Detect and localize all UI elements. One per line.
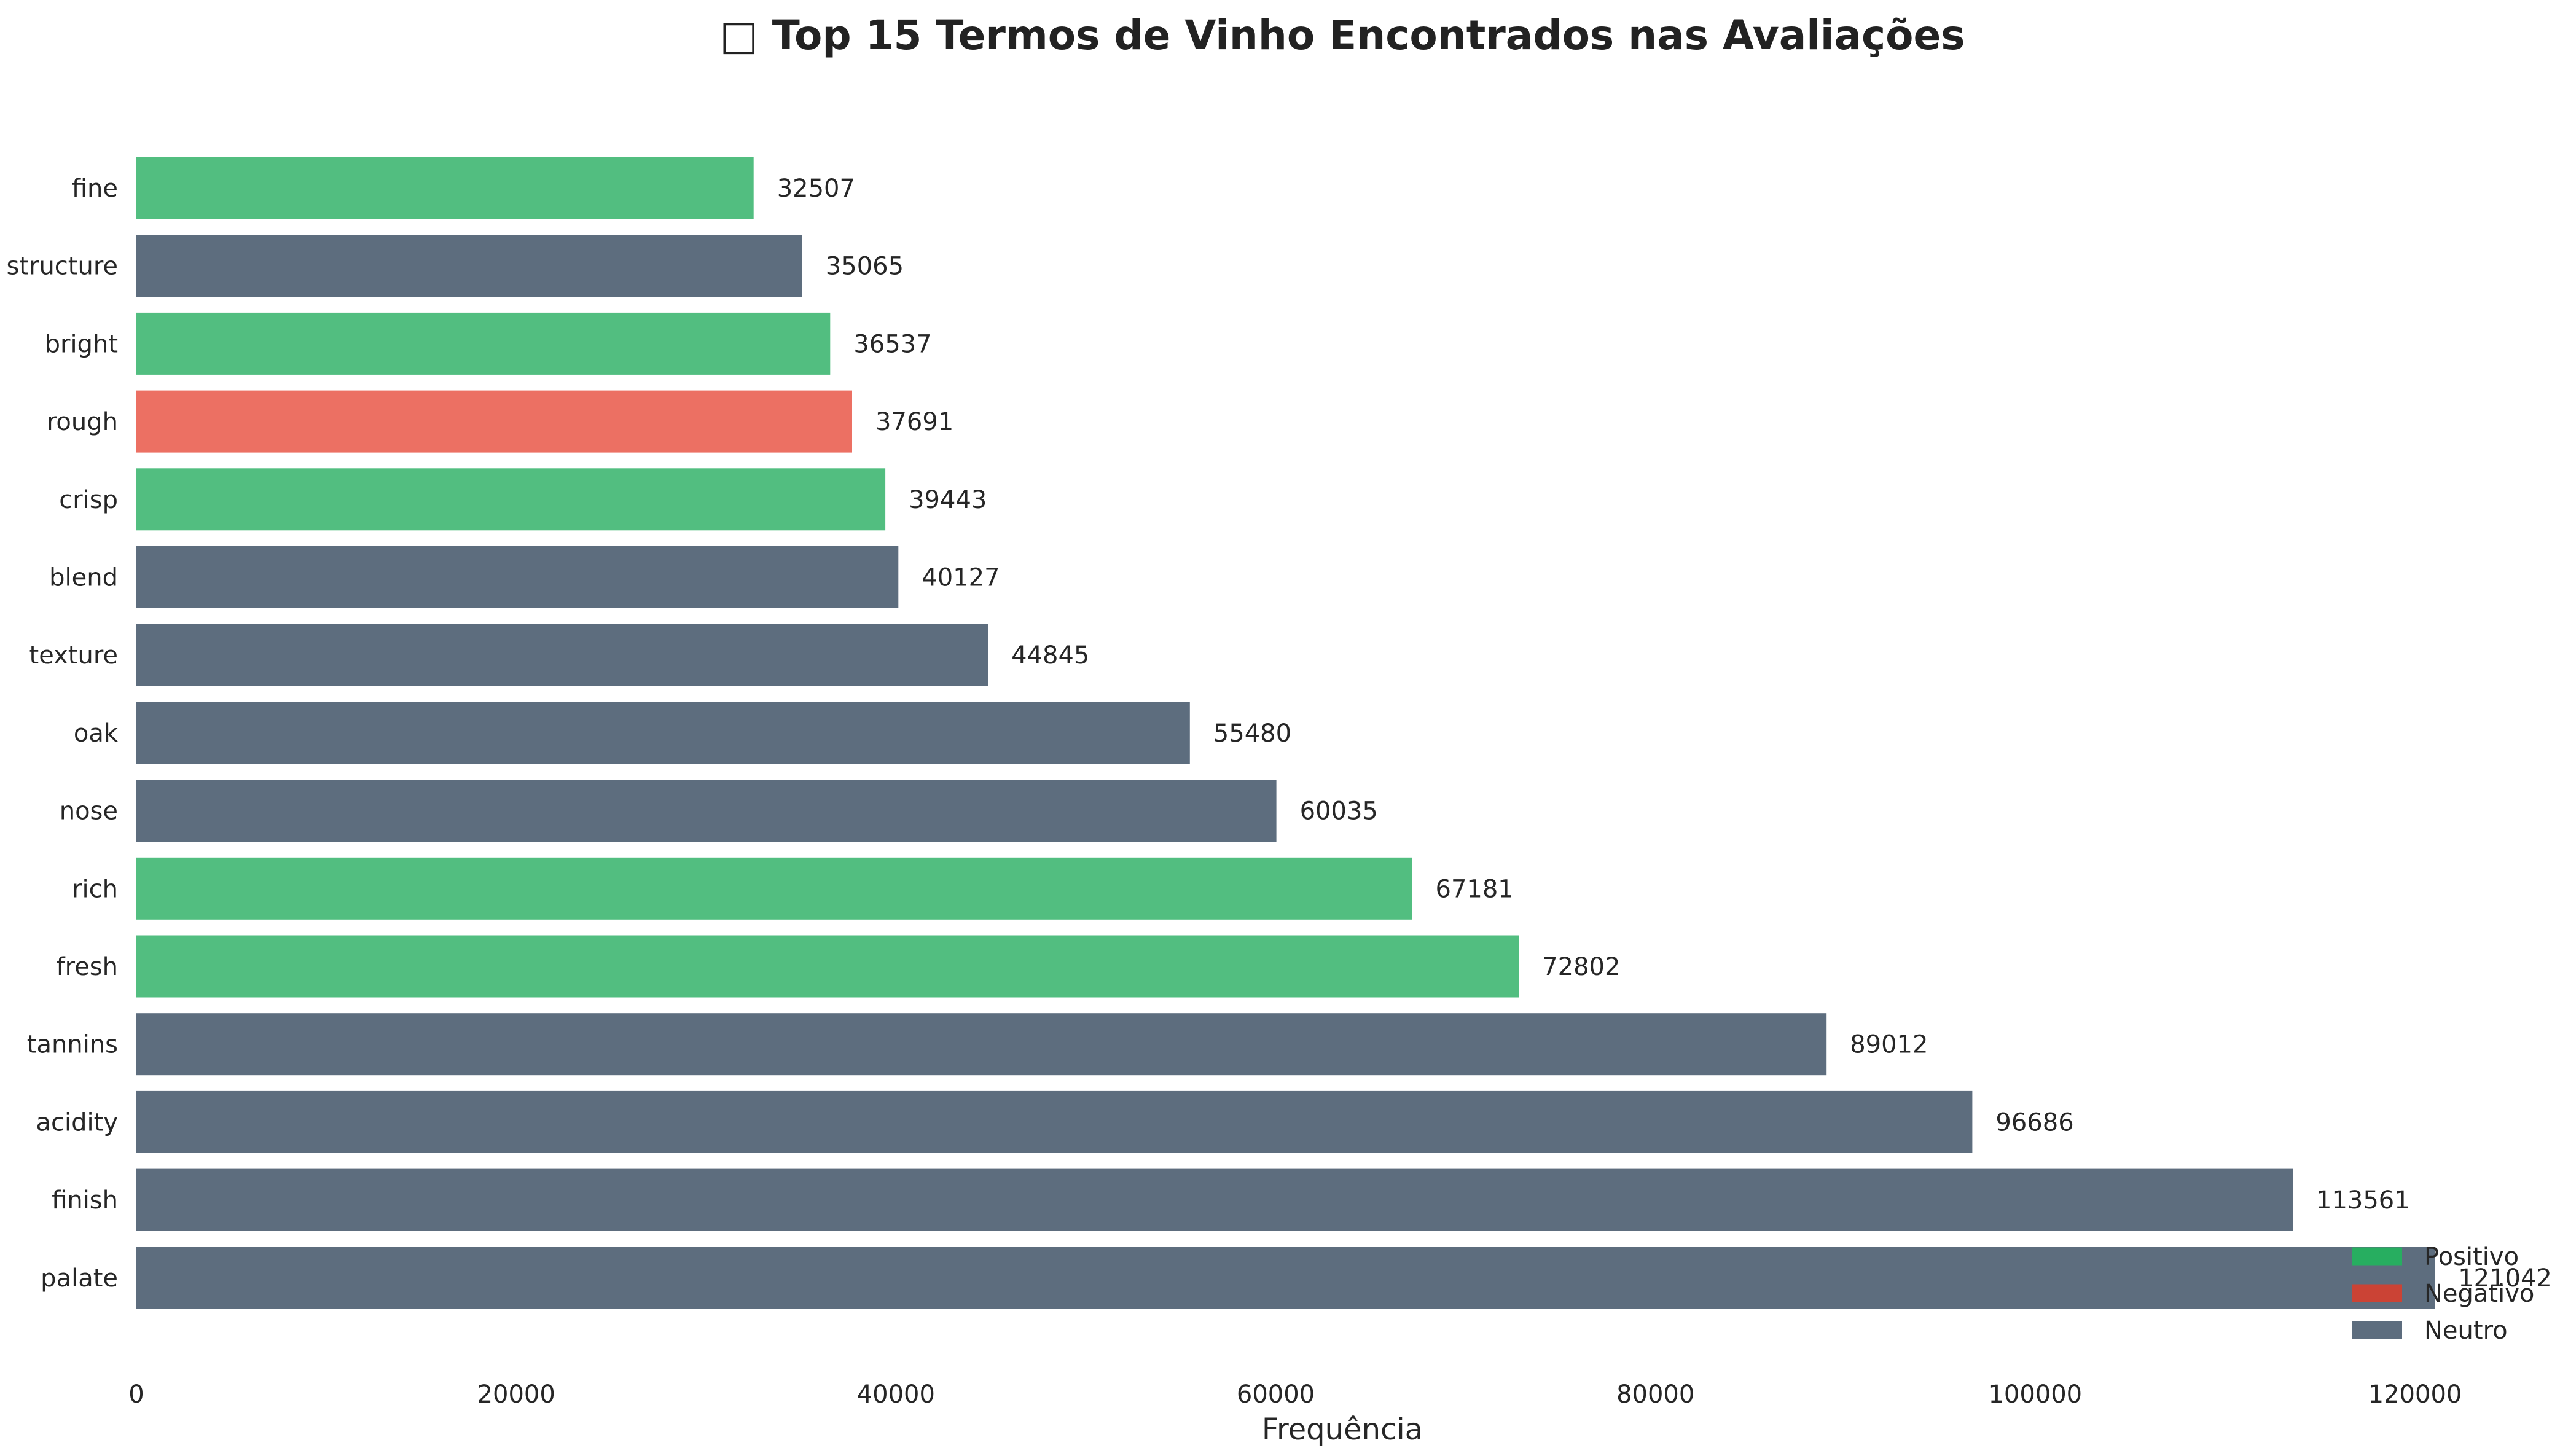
bar-blend (136, 546, 899, 608)
value-label-finish: 113561 (2316, 1186, 2410, 1215)
legend-swatch-neutro (2352, 1321, 2402, 1339)
legend-label-negativo: Negativo (2424, 1280, 2534, 1308)
bar-finish (136, 1168, 2293, 1231)
category-label-oak: oak (74, 719, 119, 748)
value-label-fine: 32507 (777, 174, 855, 203)
category-label-fresh: fresh (57, 953, 118, 981)
value-label-crisp: 39443 (909, 486, 987, 514)
bars (136, 157, 2435, 1309)
category-label-nose: nose (60, 797, 118, 826)
value-label-palate: 121042 (2458, 1264, 2552, 1293)
value-label-bright: 36537 (853, 330, 931, 358)
bar-bright (136, 312, 831, 375)
category-label-palate: palate (41, 1264, 118, 1293)
bar-structure (136, 235, 802, 297)
value-label-acidity: 96686 (1995, 1108, 2073, 1137)
category-label-fine: fine (72, 174, 118, 203)
value-label-nose: 60035 (1300, 797, 1378, 826)
legend-swatch-negativo (2352, 1284, 2402, 1302)
bar-oak (136, 702, 1190, 764)
bar-fine (136, 157, 754, 219)
legend-label-positivo: Positivo (2424, 1243, 2519, 1271)
bar-tannins (136, 1013, 1827, 1076)
category-label-rough: rough (47, 408, 118, 436)
value-label-oak: 55480 (1213, 719, 1291, 748)
category-label-tannins: tannins (27, 1031, 118, 1059)
x-tick-label-100000: 100000 (1988, 1380, 2082, 1409)
x-axis-label: Frequência (1262, 1412, 1423, 1447)
x-tick-label-80000: 80000 (1616, 1380, 1694, 1409)
bar-rich (136, 857, 1412, 920)
bar-palate (136, 1247, 2435, 1309)
bar-fresh (136, 935, 1519, 998)
category-labels: fine structure bright rough crisp blend textur… (6, 174, 118, 1293)
category-label-rich: rich (72, 875, 118, 903)
x-tick-label-60000: 60000 (1237, 1380, 1315, 1409)
bar-texture (136, 624, 988, 686)
category-label-blend: blend (49, 564, 118, 592)
value-label-rough: 37691 (875, 408, 953, 436)
value-label-blend: 40127 (922, 564, 1000, 592)
value-labels: 32507 35065 36537 37691 39443 40127 44845 55480… (777, 174, 2552, 1293)
bar-acidity (136, 1090, 1973, 1153)
value-label-fresh: 72802 (1542, 953, 1620, 981)
category-label-crisp: crisp (59, 486, 118, 514)
category-label-finish: finish (52, 1186, 118, 1215)
category-label-acidity: acidity (36, 1108, 118, 1137)
bar-crisp (136, 468, 886, 531)
x-tick-label-0: 0 (128, 1380, 144, 1409)
x-axis-ticks: 0 20000 40000 60000 80000 100000 120000 (128, 1380, 2462, 1409)
value-label-texture: 44845 (1011, 641, 1089, 670)
chart-title: □ Top 15 Termos de Vinho Encontrados nas… (719, 12, 1965, 59)
value-label-rich: 67181 (1436, 875, 1514, 903)
category-label-bright: bright (45, 330, 118, 358)
legend-swatch-positivo (2352, 1247, 2402, 1266)
category-label-texture: texture (29, 641, 118, 670)
legend: Positivo Negativo Neutro (2352, 1243, 2534, 1345)
x-tick-label-20000: 20000 (477, 1380, 555, 1409)
value-label-tannins: 89012 (1850, 1031, 1928, 1059)
category-label-structure: structure (6, 252, 118, 281)
bar-rough (136, 390, 852, 453)
x-tick-label-120000: 120000 (2368, 1380, 2462, 1409)
x-tick-label-40000: 40000 (857, 1380, 935, 1409)
bar-nose (136, 780, 1277, 842)
value-label-structure: 35065 (826, 252, 904, 281)
legend-label-neutro: Neutro (2424, 1317, 2508, 1345)
